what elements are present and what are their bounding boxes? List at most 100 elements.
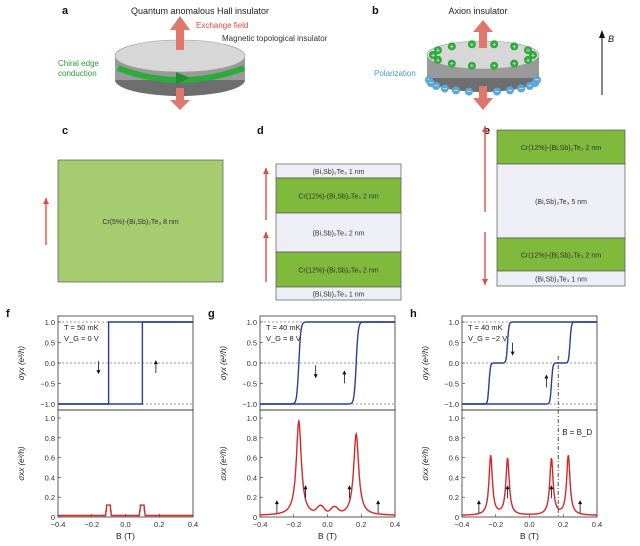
y-tick-label: 0.4 <box>247 473 257 482</box>
gate-voltage-label: V_G = −2 V <box>468 334 507 343</box>
minus-sign: − <box>467 87 472 96</box>
bd-annotation: B = B_D <box>562 428 592 437</box>
plus-sign: + <box>431 53 435 60</box>
minus-sign: − <box>535 76 540 85</box>
sigma-xx-curve <box>58 504 193 517</box>
y-axis-label-bottom: σxx (e²/h) <box>17 446 26 480</box>
stack-e: Cr(12%)-(Bi,Sb)₂Te₃ 2 nm (Bi,Sb)₂Te₃ 5 nm… <box>496 129 626 287</box>
sweep-arrow-icon <box>376 500 381 505</box>
minus-charge-icon <box>452 86 460 95</box>
minus-sign: − <box>442 84 447 93</box>
y-axis-label-bottom: σxx (e²/h) <box>219 446 228 480</box>
y-tick-label: 0 <box>51 513 55 522</box>
plus-sign: + <box>436 57 440 64</box>
layer-label: (Bi,Sb)₂Te₃ 1 nm <box>313 169 365 176</box>
sweep-arrow-icon <box>303 485 308 490</box>
plot-frame-bottom <box>259 409 396 518</box>
magnetization-arrow-icon <box>263 232 269 238</box>
minus-sign: − <box>508 86 513 95</box>
plus-sign: + <box>470 63 474 70</box>
y-tick-label: 1.0 <box>247 414 257 423</box>
magnetization-arrow-icon <box>482 279 488 285</box>
magnetization-arrow-icon <box>43 198 49 204</box>
plus-sign: + <box>526 48 530 55</box>
x-tick-label: 0.2 <box>356 520 366 529</box>
y-tick-label: 1.0 <box>45 414 55 423</box>
y-tick-label: 0 <box>455 513 459 522</box>
y-tick-label: 0.0 <box>45 359 55 368</box>
layer-label: (Bi,Sb)₂Te₃ 2 nm <box>313 231 365 238</box>
layer-label: (Bi,Sb)₂Te₃ 5 nm <box>535 199 587 206</box>
stack-c: Cr(5%)-(Bi,Sb)₂Te₃ 8 nm <box>57 159 224 283</box>
plus-charge-icon <box>467 61 476 70</box>
y-tick-label: 1.0 <box>45 318 55 327</box>
plus-sign: + <box>450 44 454 51</box>
y-tick-label: 0.0 <box>449 359 459 368</box>
temperature-label: T = 40 mK <box>468 323 503 332</box>
plus-sign: + <box>492 42 496 49</box>
title-axion: Axion insulator <box>448 6 507 16</box>
plus-sign: + <box>526 57 530 64</box>
layer-label: (Bi,Sb)₂Te₃ 1 nm <box>313 292 365 299</box>
panel-letter-b: b <box>372 5 379 17</box>
y-tick-label: −0.5 <box>242 380 257 389</box>
y-tick-label: 0.4 <box>45 473 55 482</box>
qah-disk <box>114 39 246 96</box>
minus-charge-icon <box>440 84 449 93</box>
panel-letter-a: a <box>62 5 69 17</box>
y-axis-label-top: σyx (e²/h) <box>219 346 228 380</box>
x-axis-label: B (T) <box>318 531 337 541</box>
temperature-label: T = 50 mK <box>64 323 99 332</box>
y-tick-label: 0.4 <box>449 473 459 482</box>
y-tick-label: 0.0 <box>247 359 257 368</box>
layer-label: Cr(12%)-(Bi,Sb)₂Te₃ 2 nm <box>298 268 378 275</box>
minus-charge-icon <box>465 87 474 96</box>
y-tick-label: 1.0 <box>449 414 459 423</box>
layer-label: (Bi,Sb)₂Te₃ 1 nm <box>535 277 587 284</box>
y-tick-label: 0.5 <box>449 339 459 348</box>
stack-d: (Bi,Sb)₂Te₃ 1 nm Cr(12%)-(Bi,Sb)₂Te₃ 2 nm… <box>275 163 402 301</box>
y-tick-label: 0.6 <box>449 454 459 463</box>
plus-charge-icon <box>467 40 476 49</box>
minus-charge-icon <box>432 82 441 90</box>
sigma-xx-curve <box>461 455 598 516</box>
minus-sign: − <box>527 82 532 91</box>
plus-charge-icon <box>524 46 533 55</box>
x-tick-label: −0.2 <box>84 520 99 529</box>
layer <box>496 163 626 239</box>
chart-g: g 1.0 0.5 0.0 −0.5 −1.0 1.0 0.8 0.6 0.4 0.2 0−0.4 −0… <box>208 308 400 541</box>
y-tick-label: 0.8 <box>45 434 55 443</box>
y-tick-label: −0.5 <box>40 380 55 389</box>
chart-f: f 1.0 0.5 0.0 −0.5 −1.0 1.0 0.8 0.6 0.4 0.2 0−0.4 −0… <box>6 308 198 541</box>
y-tick-label: 0 <box>253 513 257 522</box>
magnetization-arrows <box>43 126 488 285</box>
minus-sign: − <box>429 79 434 88</box>
y-tick-label: 0.2 <box>45 493 55 502</box>
layer <box>275 286 402 301</box>
b-field-label: B <box>608 34 614 44</box>
gate-voltage-label: V_G = 8 V <box>266 334 301 343</box>
layer <box>57 159 224 283</box>
positive-charges: ++++++++++ + + ++ <box>429 40 537 70</box>
layer <box>496 270 626 287</box>
minus-sign: − <box>495 87 500 96</box>
polarization-label: Polarization <box>374 69 416 78</box>
layer-label: Cr(5%)-(Bi,Sb)₂Te₃ 8 nm <box>102 219 179 226</box>
y-tick-label: 0.8 <box>247 434 257 443</box>
minus-sign: − <box>519 84 524 93</box>
exchange-arrow-icon <box>170 16 190 110</box>
x-tick-label: 0.2 <box>558 520 568 529</box>
minus-sign: − <box>454 86 459 95</box>
y-axis-label-bottom: σxx (e²/h) <box>421 446 430 480</box>
x-tick-label: −0.4 <box>253 520 268 529</box>
gate-voltage-label: V_G = 0 V <box>64 334 99 343</box>
sweep-arrow-icon <box>342 370 347 375</box>
plus-sign: + <box>450 61 454 68</box>
layer <box>275 212 402 253</box>
sweep-arrow-icon <box>578 500 583 505</box>
plus-sign: + <box>492 63 496 70</box>
temperature-label: T = 40 mK <box>266 323 301 332</box>
y-tick-label: −1.0 <box>40 400 55 409</box>
minus-charge-icon <box>517 84 526 93</box>
